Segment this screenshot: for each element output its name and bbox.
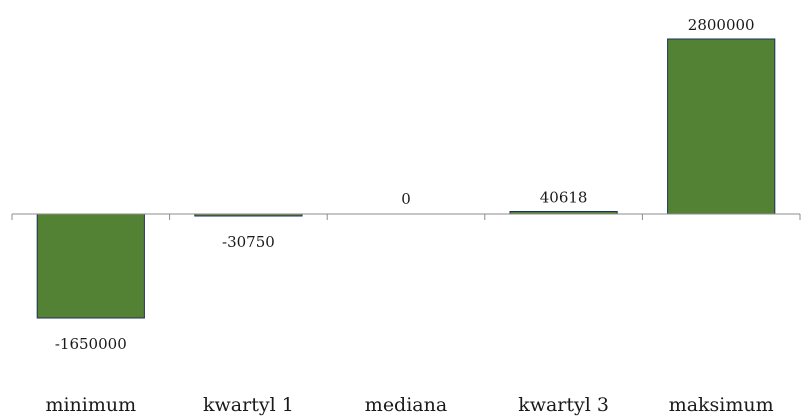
category-labels-layer: minimum kwartyl 1 mediana kwartyl 3 maksimum [45,394,773,416]
category-label: mediana [365,394,447,416]
bar-minimum [36,213,145,319]
x-axis [11,213,801,220]
data-label: -30750 [222,233,275,251]
data-labels-layer: -1650000 -30750 0 40618 2800000 [55,16,755,353]
bars-layer [36,38,776,319]
data-label: 40618 [540,189,588,207]
data-label: 0 [401,190,411,208]
category-label: minimum [45,394,136,416]
data-label: -1650000 [55,335,127,353]
data-label: 2800000 [688,16,755,34]
bar-maksimum [667,38,776,215]
category-label: maksimum [669,394,774,416]
category-label: kwartyl 1 [203,394,294,416]
category-label: kwartyl 3 [518,394,609,416]
